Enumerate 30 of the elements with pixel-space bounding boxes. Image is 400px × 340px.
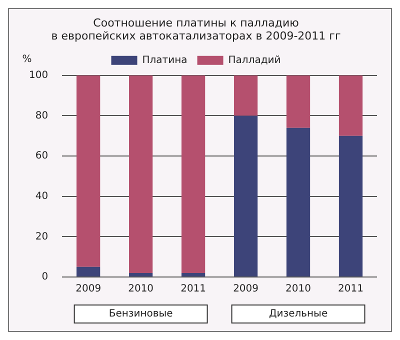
chart-title: Соотношение платины к палладию в европейских автокатализаторах в 2009-2011 гг [51, 16, 341, 43]
x-tick-label: 2011 [338, 284, 364, 295]
x-tick-label: 2009 [233, 284, 259, 295]
bar [76, 75, 100, 267]
bar [286, 75, 310, 128]
text: Бензиновые [108, 308, 173, 320]
bar [76, 266, 100, 276]
bar [338, 75, 363, 136]
bar [129, 75, 153, 273]
y-tick-label: 100 [28, 70, 48, 81]
bar [181, 75, 206, 273]
y-tick-label: 40 [35, 190, 48, 202]
text: Дизельные [268, 308, 328, 320]
y-axis-title: % [22, 54, 32, 65]
x-tick-label: 2009 [76, 284, 102, 295]
bar [338, 136, 363, 276]
y-tick-label: 80 [35, 110, 48, 122]
x-tick-label: 2011 [180, 284, 206, 295]
x-tick-label: 2010 [286, 284, 311, 295]
bar [234, 116, 258, 276]
bar [129, 272, 153, 276]
bar [181, 272, 206, 276]
y-tick-label: 20 [35, 231, 48, 242]
x-tick-label: 2010 [128, 284, 154, 295]
y-tick-label: 60 [35, 150, 48, 162]
y-tick-label: 0 [42, 272, 48, 283]
legend-label: Платина [142, 54, 188, 66]
legend-label: Палладий [228, 54, 281, 66]
bar [234, 75, 258, 116]
bar [286, 128, 310, 276]
